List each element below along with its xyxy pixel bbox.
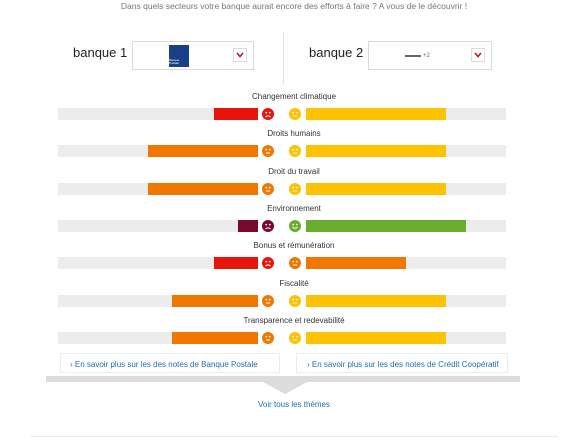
bank1-score-bar xyxy=(148,183,258,195)
bank2-score-bar xyxy=(306,108,446,120)
expand-band xyxy=(46,376,520,382)
bank2-score-bar xyxy=(306,183,446,195)
bank2-score-bar xyxy=(306,220,466,232)
bank2-dropdown-button[interactable] xyxy=(471,48,485,62)
sad-face-icon xyxy=(262,108,274,120)
bank2-score-bar xyxy=(306,257,406,269)
bank1-more-link[interactable]: › En savoir plus sur les des notes de Ba… xyxy=(70,360,258,369)
sad-face-icon xyxy=(262,257,274,269)
bank1-score-track xyxy=(58,257,258,269)
theme-title: Transparence et redevabilité xyxy=(243,316,345,325)
bank2-score-bar xyxy=(306,295,446,307)
neutral-face-icon xyxy=(262,145,274,157)
neutral-face-icon xyxy=(289,108,301,120)
expand-arrow-icon[interactable] xyxy=(263,382,307,394)
bank1-label: banque 1 xyxy=(73,45,128,60)
bank2-logo: +2 xyxy=(405,51,433,60)
bank1-score-bar xyxy=(214,257,258,269)
bank1-more-box xyxy=(60,353,280,373)
chevron-down-icon xyxy=(236,52,244,58)
happy-face-icon xyxy=(289,220,301,232)
bank1-logo: Banque Postale xyxy=(169,45,189,67)
bank2-score-bar xyxy=(306,332,446,344)
neutral-face-icon xyxy=(289,257,301,269)
svg-text:+2: +2 xyxy=(423,53,431,59)
bank1-score-bar xyxy=(172,332,258,344)
bank1-score-bar xyxy=(172,295,258,307)
bank1-dropdown-button[interactable] xyxy=(233,48,247,62)
bank1-score-bar xyxy=(238,220,258,232)
chevron-down-icon xyxy=(474,52,482,58)
theme-title: Droits humains xyxy=(267,129,321,138)
bank2-label: banque 2 xyxy=(309,45,364,60)
theme-title: Environnement xyxy=(267,204,321,213)
bank2-select[interactable]: +2 xyxy=(368,41,492,70)
neutral-face-icon xyxy=(262,332,274,344)
neutral-face-icon xyxy=(262,183,274,195)
theme-title: Fiscalité xyxy=(279,279,309,288)
bank1-score-bar xyxy=(214,108,258,120)
bank2-score-bar xyxy=(306,145,446,157)
all-themes-link[interactable]: Voir tous les thèmes xyxy=(257,400,331,409)
bank1-select[interactable]: Banque Postale xyxy=(132,41,254,70)
neutral-face-icon xyxy=(289,332,301,344)
bank-divider xyxy=(283,32,284,84)
theme-title: Bonus et rémunération xyxy=(253,241,335,250)
bank1-score-track xyxy=(58,220,258,232)
neutral-face-icon xyxy=(289,295,301,307)
bank1-score-bar xyxy=(148,145,258,157)
bottom-divider xyxy=(30,436,558,437)
neutral-face-icon xyxy=(289,183,301,195)
intro-text: Dans quels secteurs votre banque aurait … xyxy=(120,1,468,11)
theme-title: Changement climatique xyxy=(251,92,337,101)
theme-title: Droit du travail xyxy=(268,167,320,176)
bank1-score-track xyxy=(58,108,258,120)
sad-face-icon xyxy=(262,220,274,232)
neutral-face-icon xyxy=(289,145,301,157)
bank2-more-box xyxy=(296,353,508,373)
bank2-more-link[interactable]: › En savoir plus sur les des notes de Cr… xyxy=(307,360,499,369)
neutral-face-icon xyxy=(262,295,274,307)
